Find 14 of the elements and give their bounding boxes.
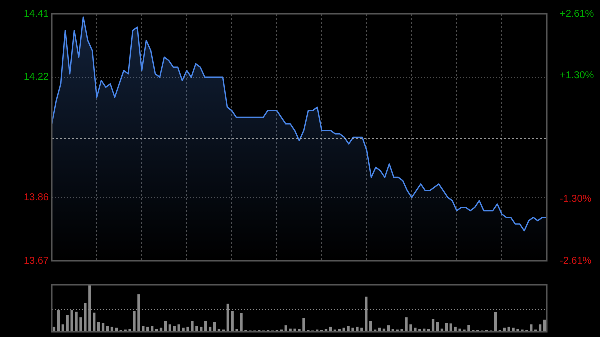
y2-tick-label: -2.61% (560, 256, 592, 267)
bar (445, 323, 448, 332)
y-tick-label: 14.22 (24, 72, 50, 84)
bar (494, 312, 498, 332)
bar (432, 319, 435, 332)
y2-tick-label: -1.30% (560, 194, 592, 205)
y-tick-label: 13.86 (24, 192, 50, 204)
y2-tick-label: +1.30% (560, 70, 594, 82)
y-tick-label: 13.67 (24, 256, 50, 267)
bar (102, 323, 105, 332)
bar (93, 312, 96, 332)
y-tick-label: 14.41 (24, 8, 50, 20)
y2-tick-label: +2.61% (560, 8, 594, 20)
bar (450, 324, 452, 332)
